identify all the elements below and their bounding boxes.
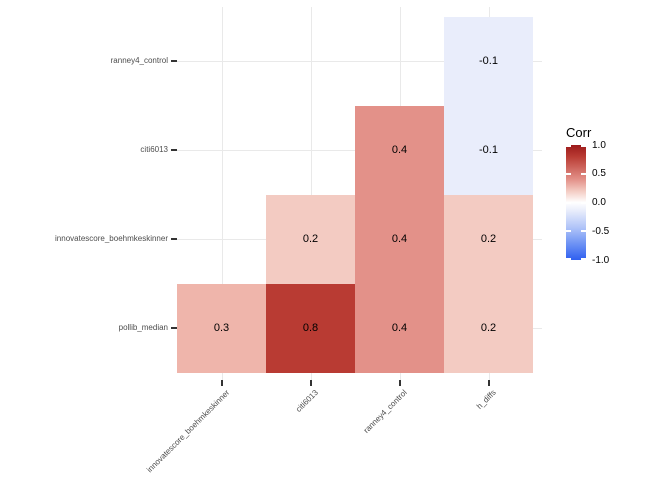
legend-tick-label: 0.0 xyxy=(592,197,606,208)
y-axis-label: pollib_median xyxy=(118,323,168,332)
heatmap-cell: 0.4 xyxy=(355,283,444,373)
legend-colorbar xyxy=(566,145,586,260)
cell-value-label: 0.4 xyxy=(391,322,408,334)
colorbar-tick xyxy=(566,230,571,233)
cell-value-label: 0.8 xyxy=(302,322,319,334)
gridline-horizontal xyxy=(177,61,542,62)
cell-value-label: 0.2 xyxy=(480,322,497,334)
legend-tick-label: 0.5 xyxy=(592,168,606,180)
x-axis-tick xyxy=(398,380,401,386)
heatmap-cell: 0.2 xyxy=(266,194,355,284)
colorbar-tick xyxy=(581,201,586,204)
heatmap-cell: 0.8 xyxy=(266,283,355,373)
y-axis-label: ranney4_control xyxy=(110,56,168,65)
cell-value-label: 0.3 xyxy=(213,322,230,334)
legend-tick-label: -1.0 xyxy=(592,254,610,266)
legend-title: Corr xyxy=(566,125,592,140)
colorbar-tick xyxy=(581,172,586,175)
cell-value-label: 0.2 xyxy=(480,233,497,245)
colorbar-tick xyxy=(566,172,571,175)
y-axis-label: innovatescore_boehmkeskinner xyxy=(55,234,168,243)
heatmap-cell: 0.2 xyxy=(444,194,533,284)
cell-value-label: 0.4 xyxy=(391,144,408,156)
x-axis-tick xyxy=(309,380,312,386)
gridline-vertical xyxy=(310,7,312,380)
x-axis-tick xyxy=(220,380,223,386)
legend-tick-label: -0.5 xyxy=(592,225,610,237)
cell-value-label: 0.4 xyxy=(391,233,408,245)
y-axis-tick xyxy=(171,238,177,240)
colorbar-tick xyxy=(566,201,571,204)
heatmap-cell: 0.2 xyxy=(444,283,533,373)
heatmap-cell: 0.4 xyxy=(355,194,444,284)
colorbar-tick xyxy=(581,230,586,233)
heatmap-cell: 0.3 xyxy=(177,283,266,373)
y-axis-tick xyxy=(171,149,177,151)
colorbar-tick xyxy=(566,258,571,260)
x-axis-label: citi6013 xyxy=(293,388,320,414)
x-axis-label: h_diffs xyxy=(474,388,498,411)
cell-value-label: 0.2 xyxy=(302,233,319,245)
colorbar-tick xyxy=(581,258,586,260)
heatmap-cell: -0.1 xyxy=(444,105,533,195)
colorbar-tick xyxy=(581,145,586,147)
y-axis-tick xyxy=(171,327,177,329)
y-axis-label: citi6013 xyxy=(140,145,168,154)
x-axis-label: innovatescore_boehmkeskinner xyxy=(144,388,231,475)
heatmap-cell: 0.4 xyxy=(355,105,444,195)
gridline-vertical xyxy=(221,7,223,380)
cell-value-label: -0.1 xyxy=(479,55,498,67)
legend-tick-label: 1.0 xyxy=(592,139,606,151)
cell-value-label: -0.1 xyxy=(479,144,498,156)
colorbar-tick xyxy=(566,145,571,147)
y-axis-tick xyxy=(171,60,177,62)
x-axis-label: ranney4_control xyxy=(361,388,409,435)
heatmap-cell: -0.1 xyxy=(444,16,533,106)
plot-panel: -0.1 0.4 -0.1 0.2 0.4 0.2 0.3 0.8 0.4 0.2 xyxy=(177,7,542,380)
x-axis-tick xyxy=(487,380,490,386)
